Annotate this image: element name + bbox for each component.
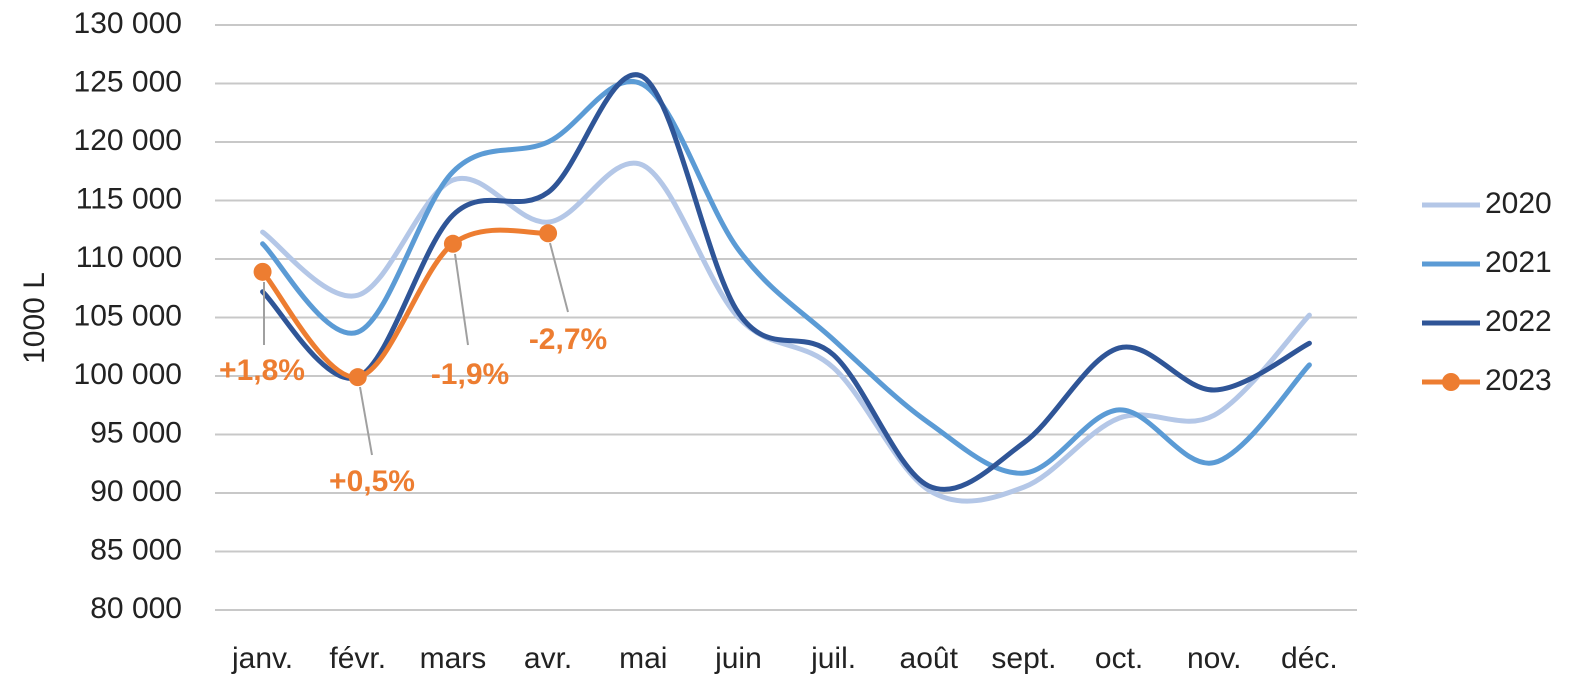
y-tick-label: 120 000: [74, 124, 182, 157]
marker: [253, 262, 272, 281]
y-axis-label: 1000 L: [18, 272, 51, 364]
annotation: +1,8%: [219, 354, 305, 387]
x-tick-label: juin: [714, 642, 762, 675]
marker: [539, 224, 558, 243]
x-tick-label: mars: [420, 642, 487, 675]
y-tick-label: 105 000: [74, 299, 182, 332]
y-tick-label: 130 000: [74, 7, 182, 40]
x-tick-label: sept.: [991, 642, 1056, 675]
legend-label: 2022: [1485, 305, 1552, 338]
legend-label: 2021: [1485, 246, 1552, 279]
leader-line: [359, 386, 373, 456]
y-tick-label: 110 000: [76, 241, 182, 274]
x-tick-label: oct.: [1095, 642, 1143, 675]
x-tick-label: avr.: [524, 642, 572, 675]
x-tick-label: déc.: [1281, 642, 1338, 675]
y-tick-label: 85 000: [90, 533, 182, 566]
y-tick-label: 100 000: [74, 358, 182, 391]
x-tick-label: juil.: [810, 642, 856, 675]
y-tick-label: 125 000: [74, 65, 182, 98]
series-line: [260, 160, 1312, 504]
annotation: +0,5%: [329, 465, 415, 498]
x-tick-label: févr.: [329, 642, 386, 675]
series-line: [260, 79, 1312, 476]
marker: [443, 234, 462, 253]
y-tick-label: 95 000: [90, 416, 182, 449]
series-line: [260, 72, 1312, 492]
x-tick-label: août: [900, 642, 959, 675]
x-tick-label: nov.: [1187, 642, 1241, 675]
series-line: [260, 227, 551, 380]
legend-label: 2023: [1485, 364, 1552, 397]
y-tick-label: 115 000: [76, 182, 182, 215]
leader-line: [454, 253, 469, 346]
y-tick-label: 90 000: [90, 475, 182, 508]
legend-label: 2020: [1485, 187, 1552, 220]
legend-marker: [1442, 373, 1460, 391]
leader-line: [549, 242, 569, 313]
x-tick-label: janv.: [231, 642, 293, 675]
x-tick-label: mai: [619, 642, 667, 675]
y-tick-label: 80 000: [90, 592, 182, 625]
annotation: -1,9%: [431, 358, 509, 391]
marker: [348, 368, 367, 387]
annotation: -2,7%: [529, 323, 607, 356]
